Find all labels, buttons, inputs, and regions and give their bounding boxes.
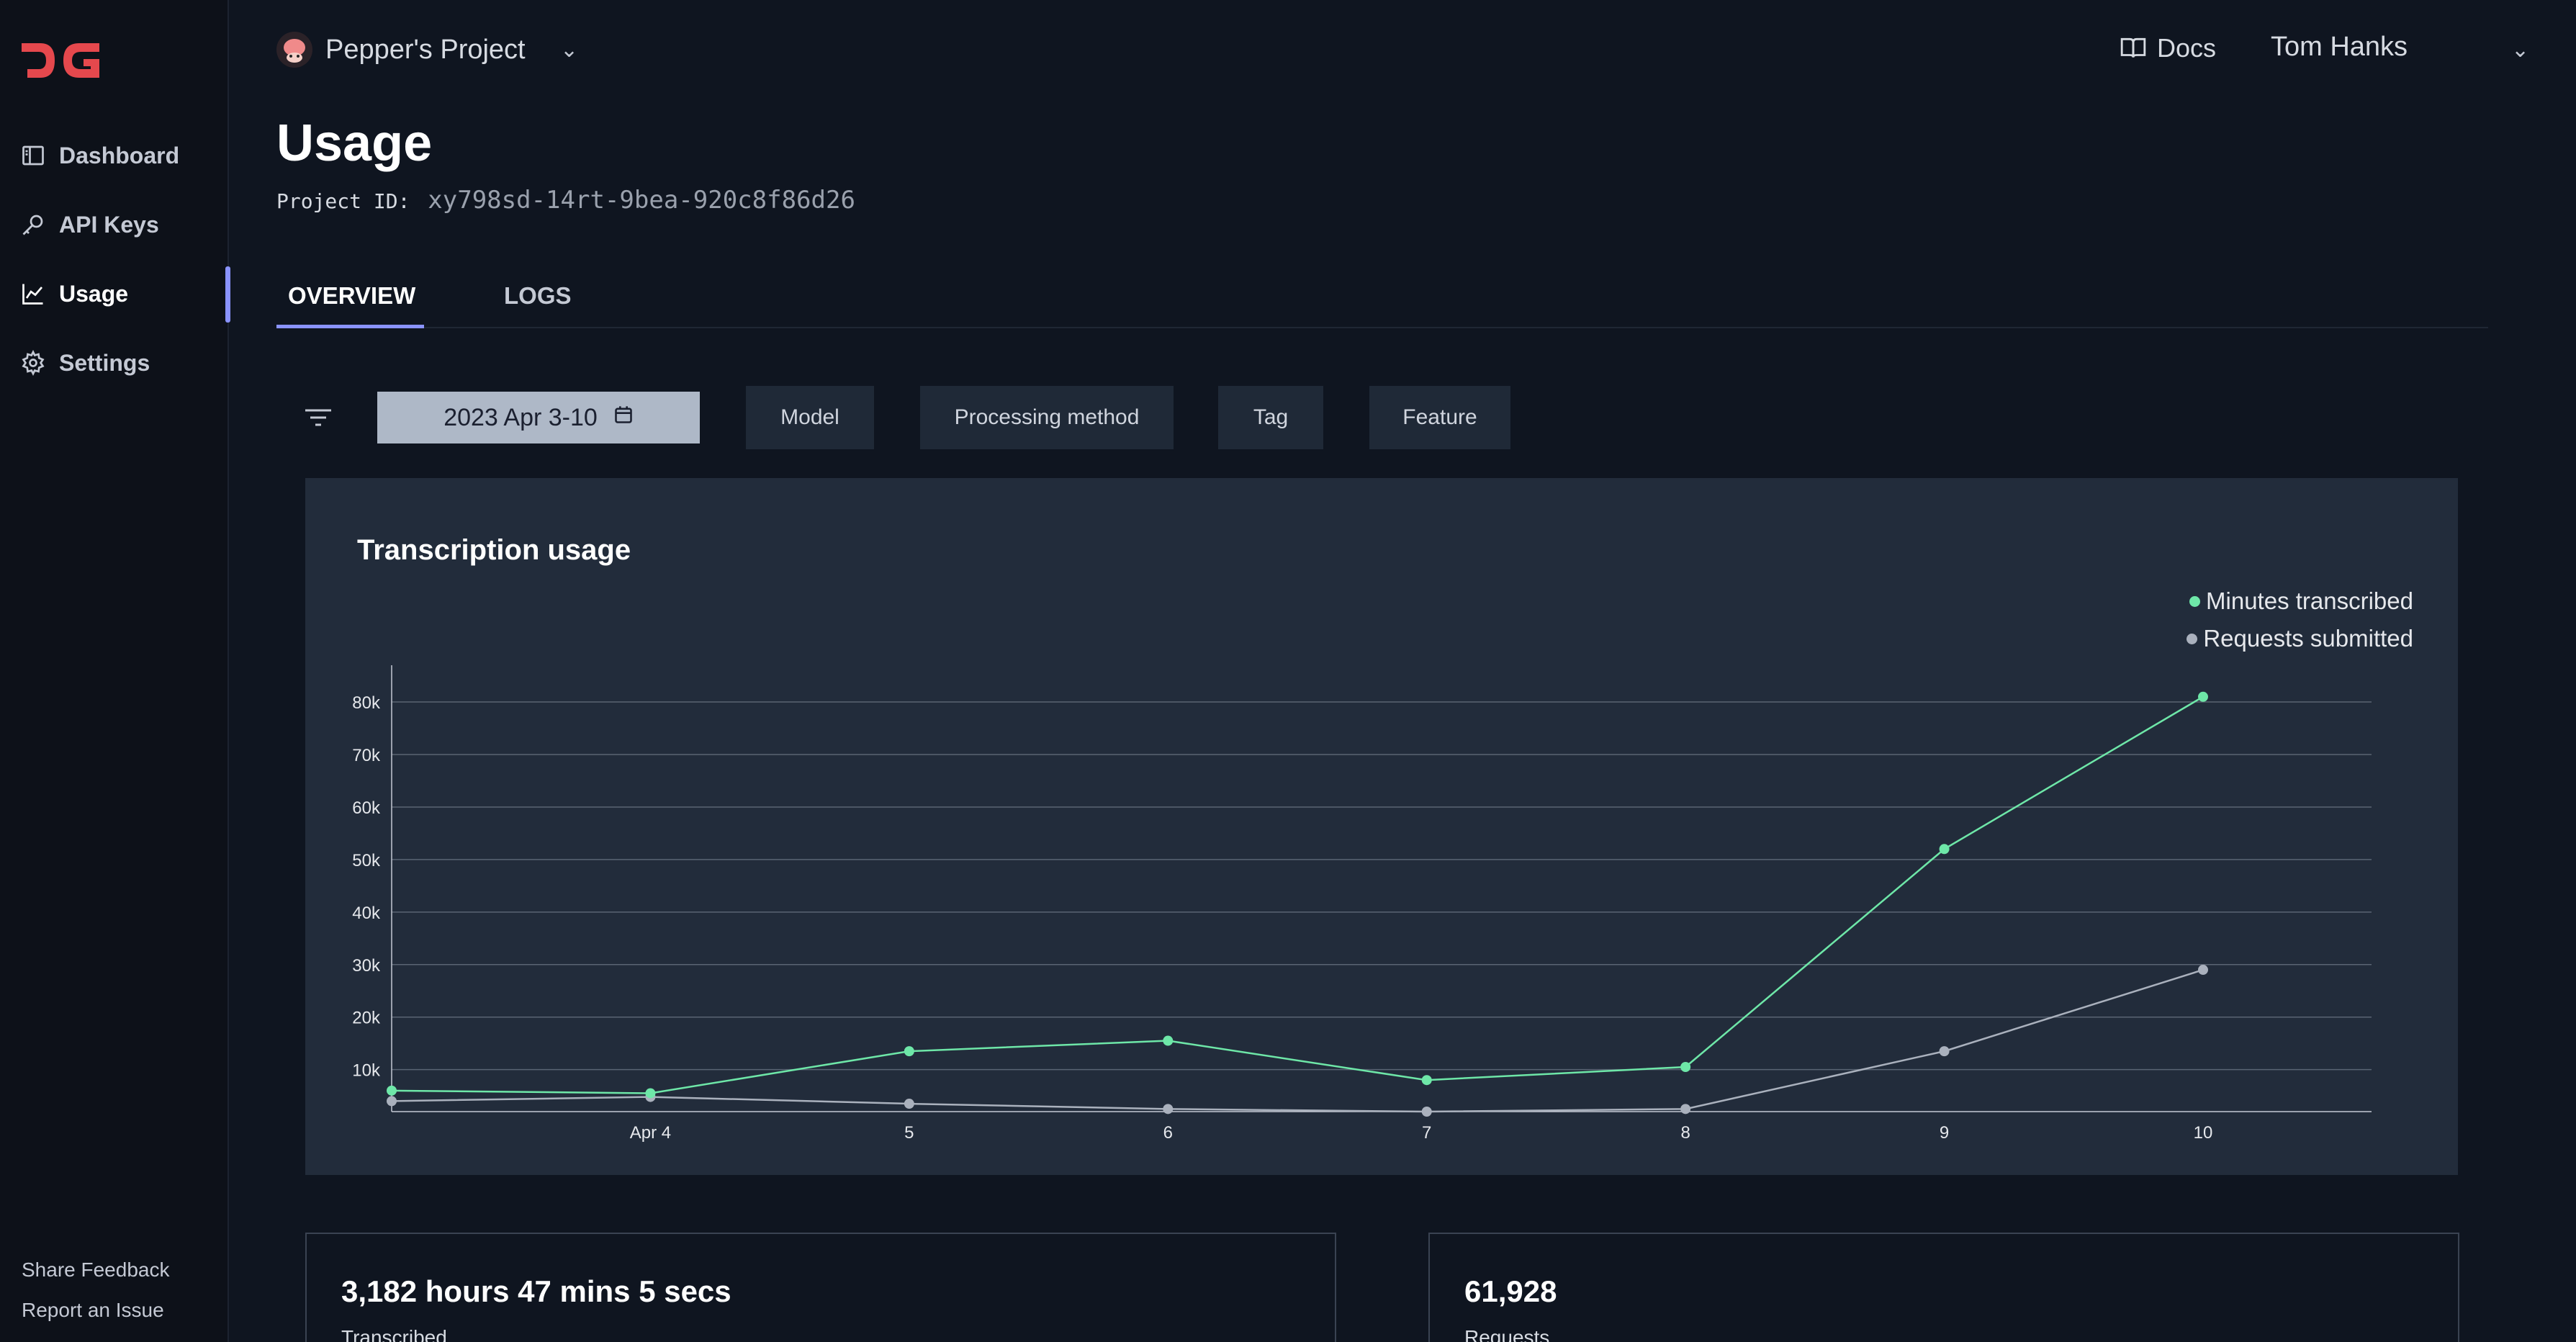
docs-label: Docs	[2157, 33, 2217, 63]
dashboard-icon	[20, 143, 46, 168]
data-point	[1163, 1035, 1174, 1046]
sidebar: Dashboard API Keys Usage Settings Share …	[0, 0, 230, 1342]
key-icon	[20, 212, 46, 238]
series-line	[391, 968, 2204, 1113]
data-point	[1939, 1046, 1950, 1057]
date-range-value: 2023 Apr 3-10	[443, 403, 598, 431]
filter-icon[interactable]	[304, 406, 333, 433]
chevron-down-icon[interactable]: ⌄	[2511, 38, 2530, 62]
sidebar-item-label: Settings	[59, 349, 150, 376]
data-point	[1421, 1075, 1432, 1086]
chevron-down-icon[interactable]: ⌄	[560, 38, 579, 62]
x-tick-label: 7	[1422, 1123, 1431, 1143]
stat-label: Requests	[1464, 1326, 1550, 1342]
page-title: Usage	[276, 114, 433, 172]
x-tick-label: 10	[2194, 1123, 2213, 1143]
project-avatar	[276, 32, 312, 68]
y-tick-label: 40k	[352, 904, 381, 923]
chart-legend: Minutes transcribed Requests submitted	[2187, 587, 2413, 662]
project-id-value[interactable]: xy798sd-14rt-9bea-920c8f86d26	[428, 186, 855, 215]
data-point	[1939, 844, 1950, 855]
legend-item-requests[interactable]: Requests submitted	[2187, 625, 2413, 652]
legend-dot-requests	[2187, 633, 2198, 644]
sidebar-item-label: Dashboard	[59, 142, 180, 168]
date-range-picker[interactable]: 2023 Apr 3-10	[377, 392, 700, 443]
gear-icon	[20, 350, 46, 376]
share-feedback-link[interactable]: Share Feedback	[22, 1258, 170, 1281]
x-tick-label: 5	[904, 1123, 914, 1143]
legend-item-minutes[interactable]: Minutes transcribed	[2187, 587, 2413, 615]
stat-value: 3,182 hours 47 mins 5 secs	[341, 1274, 731, 1308]
legend-dot-minutes	[2189, 595, 2201, 607]
y-tick-label: 70k	[352, 746, 381, 765]
model-filter-button[interactable]: Model	[746, 386, 874, 449]
docs-link[interactable]: Docs	[2120, 33, 2216, 63]
stat-value: 61,928	[1464, 1274, 1557, 1308]
y-tick-label: 20k	[352, 1009, 381, 1028]
data-point	[2198, 691, 2208, 702]
y-tick-label: 10k	[352, 1061, 381, 1081]
legend-label: Requests submitted	[2203, 625, 2413, 652]
data-point	[1680, 1062, 1691, 1072]
sidebar-item-settings[interactable]: Settings	[0, 328, 229, 397]
data-point	[387, 1085, 397, 1096]
sidebar-footer: Share Feedback Report an Issue	[22, 1241, 169, 1322]
series-line	[391, 695, 2204, 1094]
project-id: Project ID: xy798sd-14rt-9bea-920c8f86d2…	[276, 186, 855, 215]
x-tick-label: 9	[1940, 1123, 1949, 1143]
brand-logo[interactable]	[20, 40, 104, 81]
legend-label: Minutes transcribed	[2206, 587, 2413, 614]
book-icon	[2120, 37, 2146, 58]
x-tick-label: 8	[1680, 1123, 1690, 1143]
chart-title: Transcription usage	[357, 534, 631, 566]
x-tick-label: Apr 4	[630, 1123, 671, 1143]
report-issue-link[interactable]: Report an Issue	[22, 1299, 164, 1321]
y-tick-label: 50k	[352, 851, 381, 870]
sidebar-item-usage[interactable]: Usage	[0, 259, 230, 328]
y-tick-label: 30k	[352, 956, 381, 976]
data-point	[1680, 1104, 1691, 1114]
y-tick-label: 60k	[352, 798, 381, 818]
x-tick-label: 6	[1163, 1123, 1173, 1143]
chart-icon	[20, 281, 46, 307]
feature-filter-button[interactable]: Feature	[1369, 386, 1510, 449]
sidebar-nav: Dashboard API Keys Usage Settings	[0, 121, 230, 397]
data-point	[904, 1099, 914, 1109]
sidebar-item-label: API Keys	[59, 211, 159, 238]
tag-filter-button[interactable]: Tag	[1218, 386, 1323, 449]
sidebar-item-dashboard[interactable]: Dashboard	[0, 121, 229, 190]
data-point	[645, 1088, 656, 1099]
project-selector[interactable]: Pepper's Project	[276, 32, 526, 68]
data-point	[1421, 1107, 1432, 1117]
usage-line-chart: 10k 20k 30k 40k 50k 60k 70k 80k Apr 4 5 6 7 8 9 10	[352, 665, 2372, 1143]
project-name: Pepper's Project	[325, 34, 526, 65]
calendar-icon	[613, 405, 634, 431]
transcription-usage-card: 10k 20k 30k 40k 50k 60k 70k 80k Apr 4 5 6 7 8 9 10 Tra…	[305, 478, 2458, 1175]
y-tick-label: 80k	[352, 693, 381, 713]
sidebar-item-api-keys[interactable]: API Keys	[0, 190, 229, 259]
data-point	[2198, 965, 2208, 976]
processing-method-filter-button[interactable]: Processing method	[920, 386, 1174, 449]
data-point	[904, 1046, 914, 1057]
data-point	[1163, 1104, 1174, 1114]
tab-bar: OVERVIEW LOGS	[276, 278, 2488, 328]
tab-overview[interactable]: OVERVIEW	[276, 278, 424, 328]
project-id-label: Project ID:	[276, 189, 410, 213]
user-menu[interactable]: Tom Hanks	[2271, 32, 2408, 62]
sidebar-item-label: Usage	[59, 280, 129, 307]
tab-logs[interactable]: LOGS	[504, 282, 572, 309]
stat-label: Transcribed	[341, 1326, 447, 1342]
stat-card-transcribed: 3,182 hours 47 mins 5 secs Transcribed	[305, 1233, 1336, 1342]
data-point	[387, 1096, 397, 1107]
stat-card-requests: 61,928 Requests	[1428, 1233, 2459, 1342]
